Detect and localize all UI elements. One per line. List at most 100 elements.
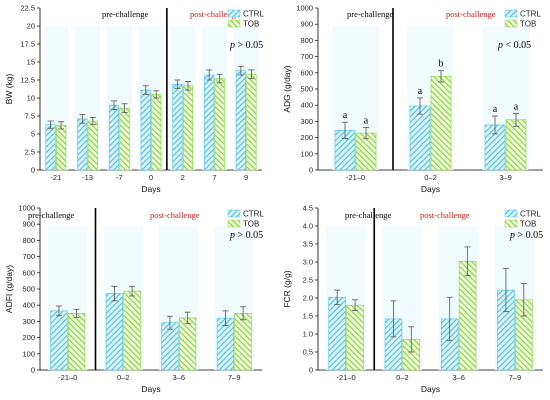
- y-tick-label: 1000: [18, 204, 35, 213]
- y-axis-title: FCR (g/g): [282, 270, 292, 307]
- x-tick-label: 7–9: [228, 373, 241, 382]
- bar-tob: [505, 119, 527, 171]
- y-tick-label: 2.5: [25, 148, 35, 157]
- bar-ctrl: [50, 310, 68, 371]
- bar-ctrl: [45, 124, 56, 171]
- bar-tob: [214, 78, 225, 171]
- y-tick-label: 0: [309, 366, 313, 375]
- bar-tob: [430, 76, 452, 171]
- y-tick-label: 0: [31, 166, 35, 175]
- p-value-annotation: p > 0.05: [509, 230, 543, 241]
- bar-tob: [119, 107, 130, 171]
- post-challenge-label: post-challenge: [150, 210, 200, 220]
- bar-ctrl: [161, 322, 179, 371]
- legend-label-ctrl: CTRL: [243, 210, 264, 219]
- x-tick-label: 7: [212, 173, 216, 182]
- legend-swatch-ctrl: [227, 209, 241, 218]
- y-tick-label: 12.5: [20, 76, 35, 85]
- y-tick-label: 7.5: [25, 112, 35, 121]
- chart-panel-adg: 0 100 200 300 400 500 600 700 800 900 1000 ADG (g/d…: [282, 4, 543, 194]
- x-axis-title: Days: [141, 184, 160, 194]
- x-tick-label: 0–2: [396, 373, 409, 382]
- y-tick-label: 300: [300, 117, 313, 126]
- legend-label-tob: TOB: [520, 20, 536, 29]
- y-tick-label: 100: [300, 149, 313, 158]
- y-tick-label: 15: [27, 58, 35, 67]
- significance-letter: b: [439, 59, 444, 70]
- y-tick-label: 700: [300, 52, 313, 61]
- legend-swatch-tob: [227, 219, 241, 228]
- y-tick-label: 20: [27, 22, 35, 31]
- legend-swatch-ctrl: [227, 9, 241, 18]
- y-tick-label: 4.5: [303, 204, 313, 213]
- post-challenge-label: post-challenge: [446, 9, 496, 19]
- bar-ctrl: [328, 296, 346, 371]
- chart-panel-adfi: 0 100 200 300 400 500 600 700 800 900 1000 ADFI (g/…: [4, 204, 264, 395]
- x-tick-label: 3–6: [452, 373, 465, 382]
- y-tick-label: 400: [22, 301, 35, 310]
- y-tick-label: 2.5: [303, 276, 313, 285]
- bar-ctrl: [77, 118, 88, 171]
- bar-ctrl: [172, 84, 183, 171]
- chart-panel-fcr: 0 0.5 1.0 1.5 2.0 2.5 3.0 3.5 4.0 4.5 FCR (g/g) Day…: [282, 204, 543, 395]
- y-tick-label: 1.5: [303, 312, 313, 321]
- legend-swatch-ctrl: [504, 209, 518, 218]
- pre-challenge-label: pre-challenge: [347, 9, 393, 19]
- pre-challenge-label: pre-challenge: [28, 210, 74, 220]
- bar-tob: [87, 120, 98, 171]
- x-tick-label: -7: [116, 173, 123, 182]
- y-tick-label: 900: [22, 220, 35, 229]
- y-tick-label: 10: [27, 94, 35, 103]
- legend-swatch-ctrl: [504, 9, 518, 18]
- y-tick-label: 100: [22, 349, 35, 358]
- bar-ctrl: [140, 89, 151, 171]
- bar-tob: [178, 317, 197, 371]
- y-tick-label: 0: [31, 366, 35, 375]
- bar-ctrl: [108, 104, 120, 171]
- y-tick-label: 500: [300, 85, 313, 94]
- y-tick-label: 600: [300, 68, 313, 77]
- y-tick-label: 800: [22, 236, 35, 245]
- y-tick-label: 2.0: [303, 294, 313, 303]
- y-axis-title: ADFI (g/day): [4, 265, 14, 313]
- pre-challenge-label: pre-challenge: [102, 9, 148, 19]
- x-tick-label: 7–9: [509, 373, 522, 382]
- bar-tob: [246, 73, 257, 171]
- y-tick-label: 3.5: [303, 240, 313, 249]
- bar-tob: [67, 312, 86, 371]
- significance-letter: a: [418, 86, 423, 97]
- legend-label-tob: TOB: [243, 20, 259, 29]
- legend-label-ctrl: CTRL: [520, 210, 541, 219]
- y-axis-title: BW (kg): [4, 73, 14, 104]
- bar-ctrl: [204, 74, 215, 171]
- legend-label-ctrl: CTRL: [520, 10, 541, 19]
- post-challenge-label: post-challenge: [420, 210, 470, 220]
- significance-letter: a: [364, 115, 369, 126]
- y-tick-label: 1000: [296, 4, 313, 13]
- x-axis-title: Days: [421, 184, 440, 194]
- legend-label-tob: TOB: [243, 220, 259, 229]
- y-tick-label: 200: [300, 133, 313, 142]
- significance-letter: a: [493, 104, 498, 115]
- legend-swatch-tob: [504, 219, 518, 228]
- bar-ctrl: [409, 105, 431, 171]
- y-axis-title: ADG (g/day): [282, 65, 292, 112]
- x-tick-label: 9: [244, 173, 248, 182]
- x-tick-label: 3–9: [499, 173, 512, 182]
- bar-ctrl: [105, 293, 124, 371]
- bar-tob: [123, 290, 141, 371]
- p-value-annotation: p > 0.05: [229, 230, 263, 241]
- bar-tob: [346, 304, 364, 371]
- y-tick-label: 700: [22, 252, 35, 261]
- x-tick-label: 3–6: [172, 373, 185, 382]
- y-tick-label: 600: [22, 268, 35, 277]
- pre-challenge-label: pre-challenge: [345, 210, 391, 220]
- legend-swatch-tob: [504, 19, 518, 28]
- p-value-annotation: p < 0.05: [497, 40, 531, 51]
- y-tick-label: 5: [31, 130, 35, 139]
- y-tick-label: 900: [300, 20, 313, 29]
- bar-tob: [151, 94, 162, 171]
- x-tick-label: -21–0: [58, 373, 77, 382]
- x-tick-label: -13: [82, 173, 93, 182]
